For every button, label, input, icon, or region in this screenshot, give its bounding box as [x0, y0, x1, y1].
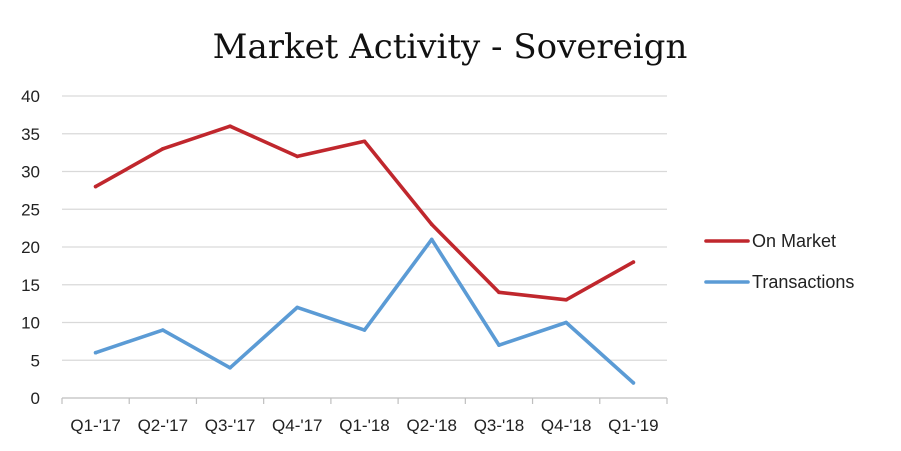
- y-tick-label: 5: [31, 351, 40, 370]
- data-point: [564, 320, 568, 325]
- data-point: [362, 328, 367, 332]
- data-point: [429, 222, 434, 227]
- x-tick-label: Q2-'18: [406, 416, 457, 435]
- series-line-1: [93, 237, 636, 385]
- grid-layer: [62, 95, 667, 361]
- y-tick-label: 0: [31, 389, 40, 408]
- x-tick-label: Q3-'17: [205, 416, 256, 435]
- data-point: [228, 366, 232, 370]
- y-tick-label: 20: [21, 238, 40, 257]
- data-point: [93, 350, 98, 355]
- x-tick-label: Q3-'18: [474, 416, 525, 435]
- x-tick-label: Q1-'19: [608, 416, 659, 435]
- data-point: [564, 298, 568, 302]
- axis-layer: 0 5 10 15 20 25 30 35 40 Q1-'17 Q2-'17 Q3-'17 Q4-'17…: [21, 87, 668, 435]
- chart-title: Market Activity - Sovereign: [213, 27, 688, 67]
- y-tick-label: 40: [21, 87, 40, 106]
- x-tick-label: Q4-'18: [541, 416, 592, 435]
- y-tick-label: 30: [21, 163, 40, 182]
- legend-label: On Market: [752, 231, 836, 251]
- data-point: [161, 328, 165, 332]
- x-tick-label: Q1-'18: [339, 416, 390, 435]
- legend: On Market Transactions: [704, 231, 854, 292]
- data-point: [228, 124, 232, 128]
- x-tick-label: Q1-'17: [70, 416, 121, 435]
- data-point: [429, 237, 434, 242]
- y-tick-label: 15: [21, 276, 40, 295]
- series-line-0: [93, 124, 636, 302]
- data-point: [295, 154, 300, 159]
- data-point: [631, 381, 636, 385]
- series-layer: [93, 124, 636, 385]
- x-tick-label: Q4-'17: [272, 416, 323, 435]
- data-point: [497, 343, 501, 347]
- data-point: [161, 147, 165, 151]
- data-point: [631, 260, 636, 264]
- y-tick-label: 10: [21, 314, 40, 333]
- legend-label: Transactions: [752, 272, 854, 292]
- data-point: [93, 184, 98, 189]
- data-point: [362, 139, 367, 144]
- y-tick-label: 25: [21, 200, 40, 219]
- y-tick-label: 35: [21, 125, 40, 144]
- data-point: [497, 290, 501, 295]
- data-point: [295, 305, 300, 310]
- x-tick-label: Q2-'17: [138, 416, 189, 435]
